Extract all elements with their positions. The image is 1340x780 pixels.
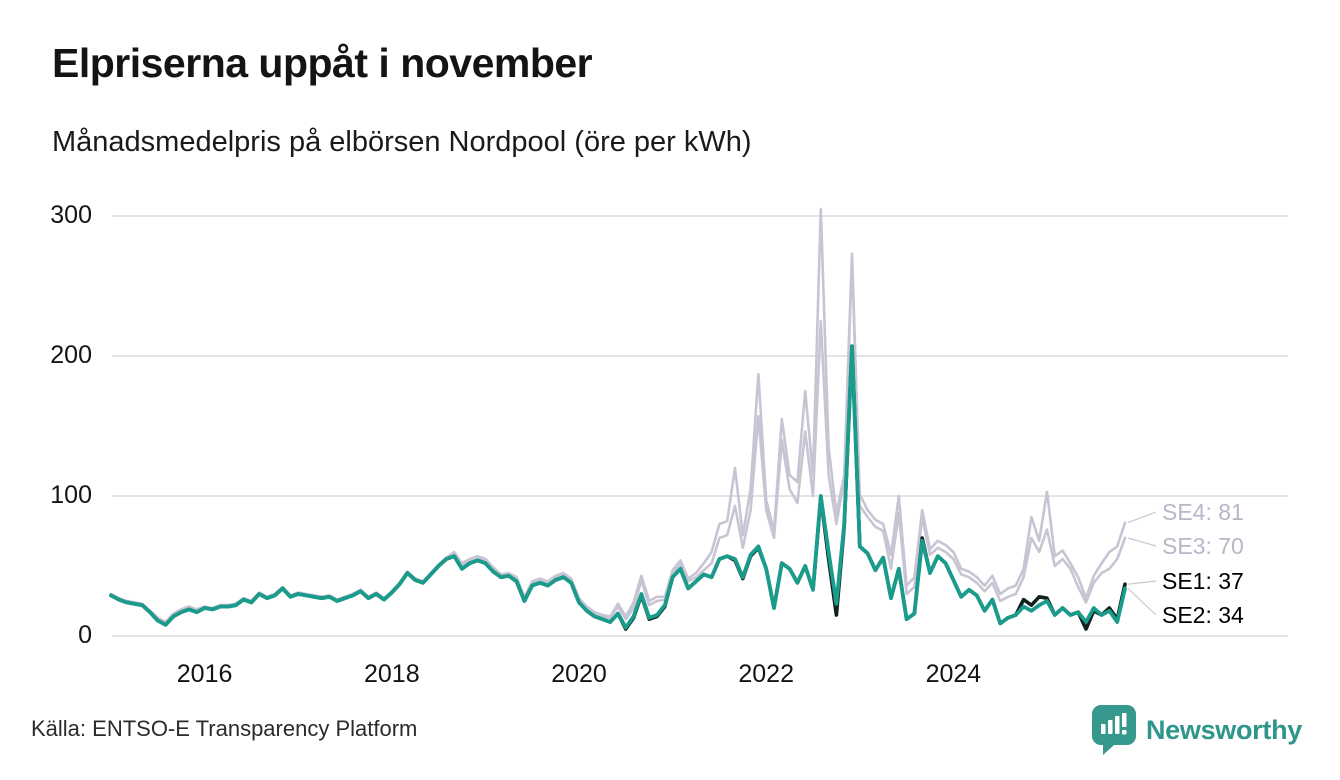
series-end-label-se1: SE1: 37 [1162, 568, 1244, 594]
end-label-connector-se3 [1127, 537, 1157, 547]
x-axis-tick-2022: 2022 [738, 660, 794, 688]
y-axis-tick-100: 100 [50, 481, 92, 509]
end-label-connector-se1 [1127, 580, 1157, 585]
series-line-se4 [109, 207, 1127, 624]
x-axis-tick-2018: 2018 [363, 660, 420, 688]
series-line-se3 [109, 256, 1127, 624]
brand-name: Newsworthy [1145, 714, 1302, 745]
series-end-label-se3: SE3: 70 [1162, 533, 1244, 559]
x-axis-tick-2020: 2020 [551, 660, 607, 688]
end-label-connector-se2 [1127, 587, 1157, 616]
y-axis-tick-200: 200 [50, 341, 92, 369]
series-end-label-se2: SE2: 34 [1162, 602, 1244, 628]
chart-subtitle: Månadsmedelpris på elbörsen Nordpool (ör… [52, 126, 752, 158]
page-title: Elpriserna uppåt i november [52, 40, 593, 86]
x-axis-tick-2024: 2024 [925, 660, 982, 688]
series-line-se2 [109, 344, 1127, 630]
end-label-connector-se4 [1127, 511, 1157, 524]
newsworthy-logo-icon [1091, 705, 1136, 755]
x-axis-tick-2016: 2016 [176, 660, 233, 688]
series-line-se1 [109, 344, 1127, 631]
series-end-label-se4: SE4: 81 [1162, 499, 1244, 525]
source-attribution: Källa: ENTSO-E Transparency Platform [31, 716, 418, 741]
y-axis-tick-300: 300 [50, 201, 92, 229]
y-axis-tick-0: 0 [78, 621, 92, 649]
brand-lockup: Newsworthy [1091, 705, 1302, 755]
